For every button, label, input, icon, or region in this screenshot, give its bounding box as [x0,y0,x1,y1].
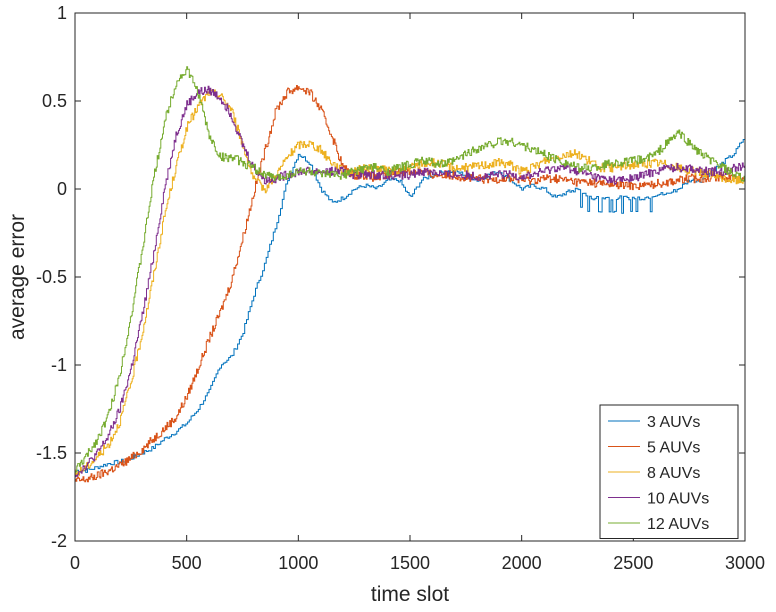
y-tick-label: -1 [51,355,67,375]
x-tick-label: 3000 [725,553,765,573]
x-tick-label: 0 [70,553,80,573]
legend-label: 5 AUVs [647,440,700,457]
y-tick-label: 1 [57,3,67,23]
x-tick-label: 1500 [390,553,430,573]
x-tick-label: 1000 [278,553,318,573]
series-line-5 [75,66,746,473]
y-tick-label: -1.5 [36,443,67,463]
x-axis-label: time slot [371,583,449,606]
series-line-4 [75,85,746,478]
series-line-3 [75,88,746,476]
legend-label: 3 AUVs [647,414,700,431]
series-layer [75,66,746,483]
series-line-1 [75,135,746,473]
y-tick-label: -2 [51,531,67,551]
y-axis-label: average error [6,214,29,340]
y-tick-label: -0.5 [36,267,67,287]
y-tick-label: 0 [57,179,67,199]
x-tick-label: 2500 [613,553,653,573]
x-tick-label: 500 [172,553,202,573]
y-tick-label: 0.5 [42,91,67,111]
legend-label: 8 AUVs [647,465,700,482]
legend-label: 10 AUVs [647,491,709,508]
ticks-layer: 0 500 1000 1500 2000 2500 3000 -2 -1.5 -1 -0.5 0 0.5… [36,3,765,573]
x-tick-label: 2000 [502,553,542,573]
legend-label: 12 AUVs [647,516,709,533]
legend: 3 AUVs 5 AUVs 8 AUVs 10 AUVs 12 AUVs [599,404,739,539]
series-line-2 [75,85,746,483]
